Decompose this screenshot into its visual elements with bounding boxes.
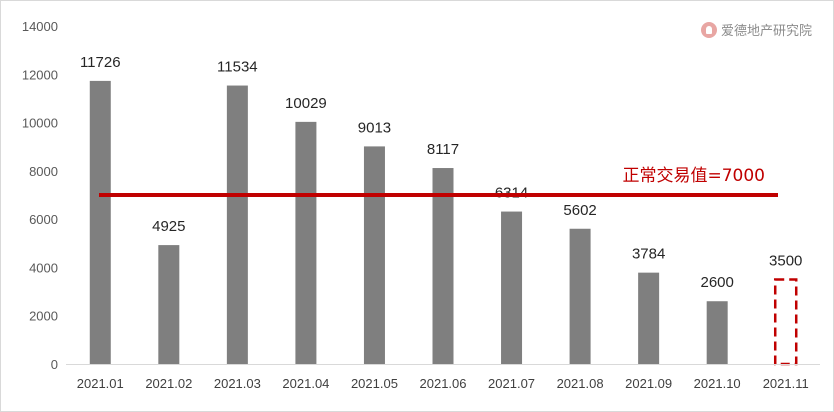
bars xyxy=(89,80,798,366)
data-label: 5602 xyxy=(563,202,596,219)
y-tick-label: 8000 xyxy=(29,164,58,179)
data-label: 8117 xyxy=(427,141,459,158)
bar xyxy=(158,245,180,364)
data-label: 3784 xyxy=(632,246,665,263)
x-tick-label: 2021.10 xyxy=(694,376,741,391)
data-labels: 1172649251153410029901381176314560237842… xyxy=(80,54,802,291)
bar xyxy=(363,146,385,364)
watermark-text: 爱德地产研究院 xyxy=(720,24,812,39)
x-tick-label: 2021.09 xyxy=(625,376,672,391)
data-label: 11534 xyxy=(217,59,258,76)
watermark: 爱德地产研究院 xyxy=(700,20,812,39)
y-tick-label: 14000 xyxy=(22,19,58,34)
x-tick-label: 2021.11 xyxy=(763,376,809,391)
x-tick-label: 2021.04 xyxy=(282,376,329,391)
data-label: 2600 xyxy=(700,274,733,291)
y-tick-label: 4000 xyxy=(29,260,58,275)
y-tick-label: 2000 xyxy=(29,309,58,324)
x-tick-label: 2021.07 xyxy=(488,376,535,391)
y-tick-label: 10000 xyxy=(22,116,58,131)
bar xyxy=(638,272,660,364)
data-label: 10029 xyxy=(285,95,327,112)
y-tick-label: 12000 xyxy=(22,67,58,82)
institute-logo-icon xyxy=(700,21,717,38)
bar xyxy=(706,301,728,364)
x-tick-label: 2021.05 xyxy=(351,376,398,391)
data-label: 3500 xyxy=(769,253,802,270)
reference-line-label: 正常交易值=7000 xyxy=(622,166,765,186)
bar xyxy=(432,168,454,364)
y-tick-label: 0 xyxy=(51,357,58,372)
data-label: 11726 xyxy=(80,54,121,71)
x-tick-label: 2021.02 xyxy=(145,376,192,391)
bar xyxy=(501,211,523,364)
x-tick-label: 2021.06 xyxy=(420,376,467,391)
reference-line-group: 正常交易值=7000 xyxy=(99,166,778,197)
x-tick-label: 2021.08 xyxy=(557,376,604,391)
y-axis: 0 2000 4000 6000 8000 10000 12000 14000 xyxy=(22,19,58,372)
x-tick-label: 2021.03 xyxy=(214,376,261,391)
bar xyxy=(569,228,591,364)
bar xyxy=(89,80,111,365)
x-axis: 2021.01 2021.02 2021.03 2021.04 2021.05 2021.… xyxy=(66,364,820,391)
data-label: 4925 xyxy=(152,218,185,235)
x-tick-label: 2021.01 xyxy=(77,376,124,391)
bar xyxy=(226,85,248,364)
y-tick-label: 6000 xyxy=(29,212,58,227)
bar-projected xyxy=(773,278,798,366)
bar xyxy=(295,121,317,365)
data-label: 9013 xyxy=(358,119,391,136)
